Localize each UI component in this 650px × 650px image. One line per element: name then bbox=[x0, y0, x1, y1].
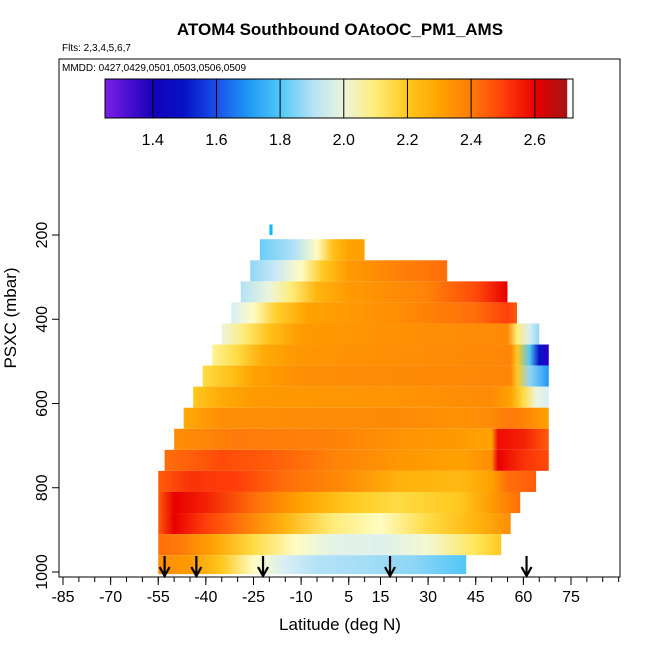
heatmap-band bbox=[193, 386, 549, 408]
colorbar-segment bbox=[502, 79, 536, 118]
colorbar-segment bbox=[280, 79, 313, 118]
y-axis-label: PSXC (mbar) bbox=[1, 267, 20, 368]
dates-label: MMDD: 0427,0429,0501,0503,0506,0509 bbox=[62, 63, 246, 74]
x-tick-label: -25 bbox=[242, 589, 265, 606]
colorbar-segment bbox=[375, 79, 409, 118]
colorbar-segment bbox=[105, 79, 154, 118]
colorbar-tick-labels: 1.4 1.6 1.8 2.0 2.2 2.4 2.6 bbox=[142, 132, 546, 149]
colorbar-segment bbox=[343, 79, 377, 118]
colorbar-segment bbox=[216, 79, 249, 118]
heatmap-band bbox=[158, 491, 521, 514]
heatmap-band bbox=[158, 555, 467, 575]
colorbar-tick-label: 1.6 bbox=[205, 132, 227, 149]
x-tick-label: -40 bbox=[194, 589, 217, 606]
heatmap-band bbox=[158, 470, 537, 492]
y-axis: 200 400 600 800 1000 bbox=[34, 222, 59, 590]
colorbar-tick-label: 1.8 bbox=[269, 132, 291, 149]
x-tick-label: 60 bbox=[514, 589, 532, 606]
colorbar-border bbox=[104, 78, 574, 119]
heatmap-band bbox=[202, 365, 549, 387]
x-tick-label: 45 bbox=[467, 589, 485, 606]
plot-frame bbox=[58, 58, 621, 578]
y-tick-label: 600 bbox=[34, 390, 51, 417]
heatmap-band bbox=[158, 534, 502, 556]
colorbar-segment bbox=[248, 79, 281, 118]
profile-arrow bbox=[257, 556, 269, 579]
x-axis: -85 -70 -55 -40 -25 -10 5 15 30 45 60 75 bbox=[51, 577, 620, 606]
y-tick-label: 800 bbox=[34, 474, 51, 501]
colorbar-segment bbox=[439, 79, 472, 118]
profile-arrow bbox=[384, 556, 396, 579]
x-tick-label: -10 bbox=[290, 589, 313, 606]
x-axis-label: Latitude (deg N) bbox=[279, 615, 401, 634]
heatmap-band bbox=[240, 281, 508, 303]
x-tick-label: 30 bbox=[419, 589, 437, 606]
heatmap-band bbox=[221, 323, 540, 345]
x-tick-label: 75 bbox=[562, 589, 580, 606]
colorbar-tick-label: 2.6 bbox=[524, 132, 546, 149]
heatmap-bands bbox=[158, 224, 549, 575]
colorbar-segment bbox=[534, 79, 568, 118]
colorbar-tick-label: 2.2 bbox=[396, 132, 418, 149]
heatmap-band bbox=[183, 407, 549, 429]
profile-arrow bbox=[158, 556, 171, 579]
y-tick-label: 400 bbox=[34, 306, 51, 333]
colorbar-segment bbox=[152, 79, 186, 118]
colorbar-tick-label: 2.4 bbox=[460, 132, 482, 149]
y-tick-label: 1000 bbox=[34, 554, 51, 590]
colorbar-segment bbox=[311, 79, 345, 118]
x-tick-label: -85 bbox=[51, 589, 74, 606]
colorbar-segment bbox=[407, 79, 440, 118]
colorbar-segment bbox=[471, 79, 504, 118]
heatmap-band bbox=[269, 224, 273, 235]
heatmap-band bbox=[212, 344, 549, 366]
x-tick-label: -70 bbox=[99, 589, 122, 606]
colorbar-tick-label: 2.0 bbox=[333, 132, 355, 149]
profile-arrow bbox=[520, 556, 533, 579]
heatmap-band bbox=[259, 239, 365, 261]
profile-arrows bbox=[158, 556, 533, 579]
profile-arrow bbox=[190, 556, 203, 579]
heatmap-band bbox=[231, 302, 518, 324]
heatmap-band bbox=[158, 513, 511, 535]
flights-label: Flts: 2,3,4,5,6,7 bbox=[62, 43, 131, 54]
y-tick-label: 200 bbox=[34, 222, 51, 249]
x-tick-label: 5 bbox=[344, 589, 353, 606]
heatmap-band bbox=[250, 260, 448, 282]
heatmap-band bbox=[164, 449, 549, 471]
colorbar-tick-label: 1.4 bbox=[142, 132, 164, 149]
x-tick-label: 15 bbox=[372, 589, 390, 606]
colorbar bbox=[104, 78, 574, 119]
colorbar-segment bbox=[184, 79, 218, 118]
x-tick-label: -55 bbox=[147, 589, 170, 606]
chart-title: ATOM4 Southbound OAtoOC_PM1_AMS bbox=[177, 20, 503, 39]
heatmap-band bbox=[174, 428, 549, 450]
